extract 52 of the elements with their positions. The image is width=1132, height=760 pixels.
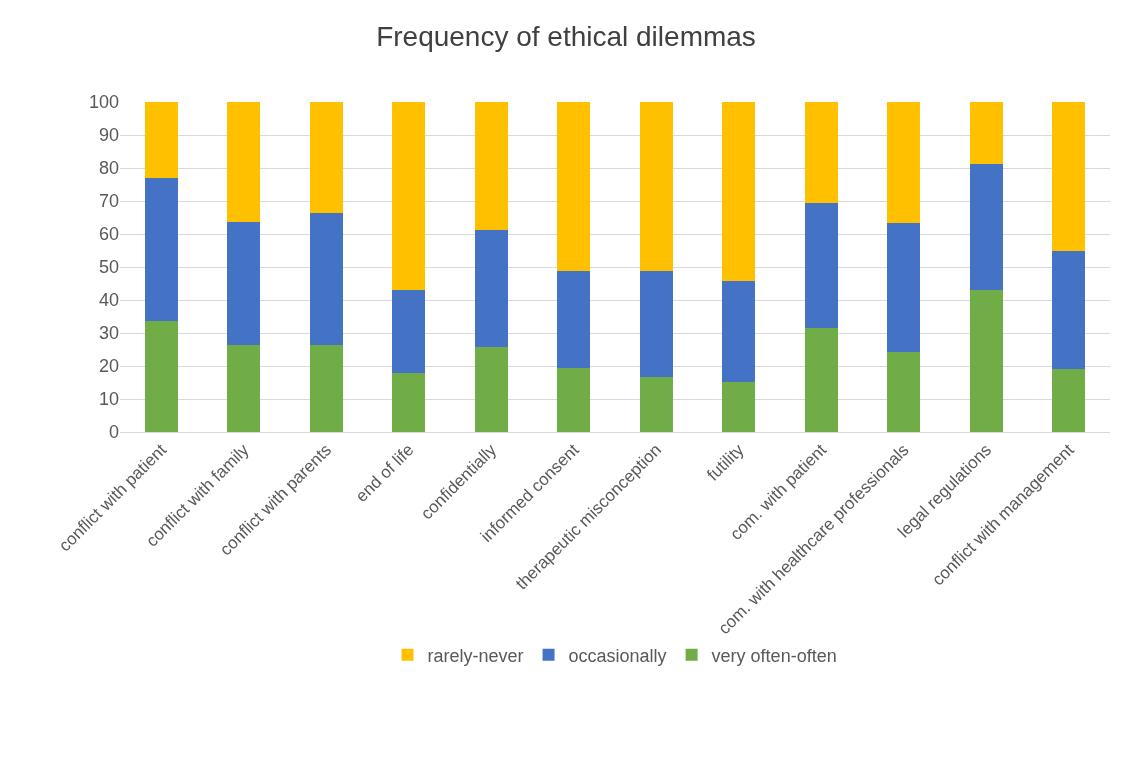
x-tick-label: end of life bbox=[352, 440, 418, 506]
chart-title: Frequency of ethical dilemmas bbox=[376, 21, 756, 53]
bar bbox=[969, 164, 1003, 291]
bar bbox=[227, 345, 261, 432]
legend-label: very often-often bbox=[711, 645, 837, 666]
y-tick-label: 10 bbox=[98, 389, 119, 410]
bar bbox=[1052, 251, 1086, 369]
bar bbox=[1052, 102, 1086, 252]
bar bbox=[1052, 368, 1086, 432]
bar bbox=[557, 102, 591, 271]
bar bbox=[804, 327, 838, 432]
y-tick-label: 50 bbox=[98, 257, 119, 278]
y-tick-label: 40 bbox=[98, 290, 119, 311]
bar bbox=[639, 102, 673, 271]
bar bbox=[309, 345, 343, 432]
y-tick-label: 0 bbox=[108, 422, 119, 443]
bar bbox=[722, 280, 756, 382]
y-tick-label: 90 bbox=[98, 125, 119, 146]
y-tick-label: 30 bbox=[98, 323, 119, 344]
bar bbox=[639, 270, 673, 377]
bar bbox=[722, 381, 756, 432]
bar bbox=[474, 346, 508, 432]
bar bbox=[392, 372, 426, 432]
bar bbox=[309, 102, 343, 213]
legend-label: rarely-never bbox=[427, 645, 524, 666]
bar bbox=[969, 290, 1003, 432]
bar bbox=[969, 102, 1003, 165]
bar bbox=[144, 102, 178, 178]
bar bbox=[144, 321, 178, 432]
bar bbox=[309, 212, 343, 346]
bar bbox=[639, 376, 673, 432]
bar bbox=[227, 222, 261, 346]
bar bbox=[804, 202, 838, 328]
bar bbox=[722, 102, 756, 281]
y-tick-label: 20 bbox=[98, 356, 119, 377]
bar bbox=[474, 229, 508, 347]
y-tick-label: 80 bbox=[98, 158, 119, 179]
y-tick-label: 60 bbox=[98, 224, 119, 245]
bar bbox=[227, 102, 261, 223]
bar bbox=[392, 290, 426, 373]
bar bbox=[144, 177, 178, 322]
bar bbox=[557, 270, 591, 368]
bar bbox=[887, 223, 921, 352]
bar bbox=[804, 102, 838, 203]
y-tick-label: 100 bbox=[88, 92, 119, 113]
bar bbox=[887, 351, 921, 432]
bar bbox=[887, 102, 921, 224]
bar bbox=[557, 367, 591, 432]
bar bbox=[392, 102, 426, 291]
legend-label: occasionally bbox=[568, 645, 667, 666]
bar bbox=[474, 102, 508, 230]
y-tick-label: 70 bbox=[98, 191, 119, 212]
